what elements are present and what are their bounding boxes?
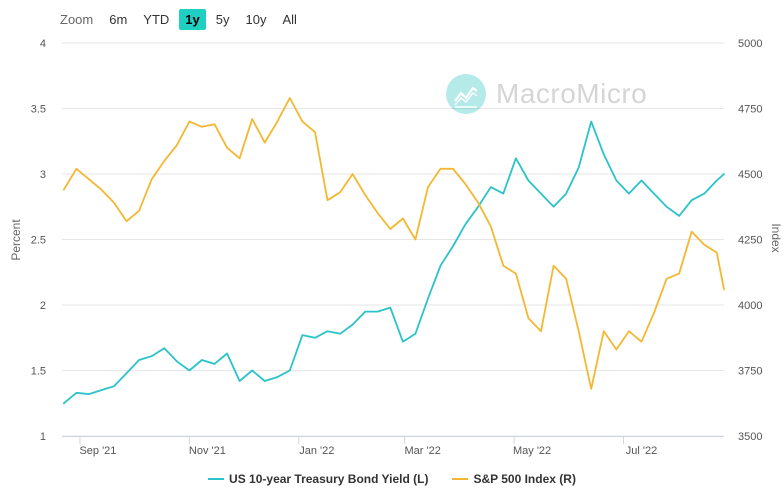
y-tick-label-right: 3750 [738, 366, 762, 378]
x-tick-label: Mar '22 [404, 445, 440, 457]
legend-item-yield[interactable]: US 10-year Treasury Bond Yield (L) [208, 472, 428, 486]
y-axis-label-right: Index [769, 223, 783, 252]
y-tick-label-right: 4500 [738, 169, 762, 181]
y-tick-label-left: 2.5 [31, 235, 46, 247]
x-tick-label: Jan '22 [299, 445, 334, 457]
x-tick-label: May '22 [513, 445, 551, 457]
macromicro-logo-icon [446, 74, 486, 114]
y-tick-label-left: 1.5 [31, 366, 46, 378]
legend-swatch-yield [208, 478, 225, 480]
x-tick-label: Nov '21 [189, 445, 226, 457]
zoom-button-1y[interactable]: 1y [179, 8, 206, 30]
zoom-label: Zoom [60, 11, 94, 27]
series-lines [62, 97, 725, 405]
zoom-button-10y[interactable]: 10y [245, 11, 267, 27]
y-tick-label-left: 3.5 [31, 104, 46, 116]
zoom-button-6m[interactable]: 6m [109, 11, 128, 27]
legend: US 10-year Treasury Bond Yield (L) S&P 5… [0, 472, 784, 486]
watermark: MacroMicro [446, 74, 647, 114]
watermark-text: MacroMicro [496, 78, 648, 109]
zoom-button-all[interactable]: All [282, 11, 297, 27]
series-line-yield [62, 120, 725, 405]
y-tick-label-left: 2 [40, 300, 46, 312]
y-axis-label-left: Percent [9, 219, 23, 261]
legend-swatch-spx [452, 478, 469, 480]
x-tick-label: Sep '21 [79, 445, 116, 457]
y-tick-label-right: 5000 [738, 38, 762, 50]
y-tick-label-right: 4750 [738, 104, 762, 116]
zoom-button-5y[interactable]: 5y [215, 11, 230, 27]
zoom-bar: Zoom 6m YTD 1y 5y 10y All [60, 8, 307, 30]
chart-plot: 1 3500 1.5 3750 2 4000 2.5 4250 3 4500 3.5 4750 4 500… [9, 38, 783, 457]
legend-item-spx[interactable]: S&P 500 Index (R) [452, 472, 576, 486]
zoom-button-ytd[interactable]: YTD [143, 11, 170, 27]
axes: 1 3500 1.5 3750 2 4000 2.5 4250 3 4500 3.5 4750 4 500… [31, 38, 763, 457]
y-tick-label-left: 3 [40, 169, 46, 181]
y-tick-label-right: 3500 [738, 431, 762, 443]
legend-label-yield: US 10-year Treasury Bond Yield (L) [229, 472, 429, 486]
x-tick-label: Jul '22 [626, 445, 657, 457]
series-line-spx [62, 97, 725, 390]
legend-label-spx: S&P 500 Index (R) [473, 472, 576, 486]
y-tick-label-left: 1 [40, 431, 46, 443]
y-tick-label-right: 4000 [738, 300, 762, 312]
y-tick-label-left: 4 [40, 38, 46, 50]
y-tick-label-right: 4250 [738, 235, 762, 247]
